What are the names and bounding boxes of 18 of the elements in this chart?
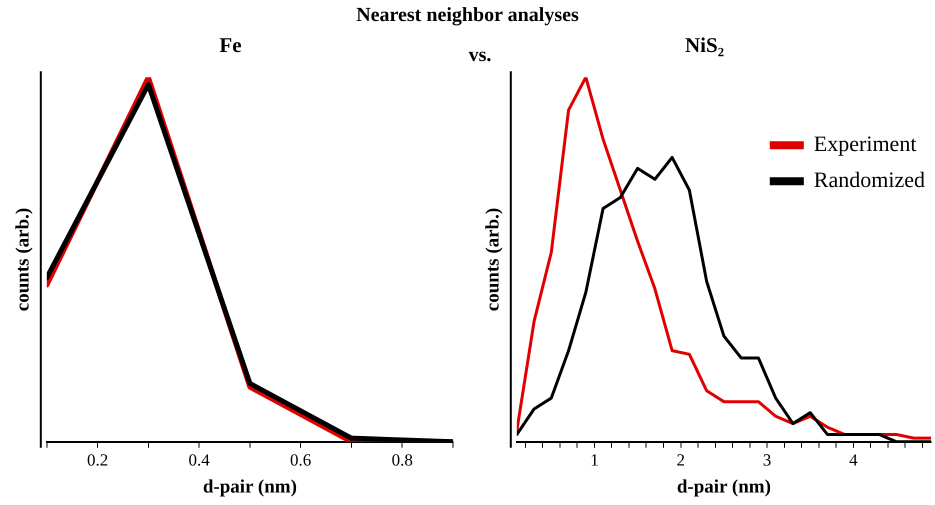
x-tick-label: 0.8 xyxy=(392,450,413,470)
chart-title: NiS₂ xyxy=(685,33,724,58)
x-tick-label: 0.2 xyxy=(86,450,108,470)
x-axis-title: d-pair (nm) xyxy=(202,476,297,498)
y-axis-title: counts (arb.) xyxy=(12,208,34,312)
chart-title: Fe xyxy=(219,33,242,58)
x-tick-label: 2 xyxy=(676,450,686,470)
text: Nearest neighbor analyses xyxy=(355,4,580,27)
legend-label: Randomized xyxy=(814,166,926,192)
x-tick-label: 0.4 xyxy=(188,450,210,470)
x-tick-label: 1 xyxy=(590,450,599,470)
x-tick-label: 3 xyxy=(762,450,772,470)
text: vs. xyxy=(468,44,492,67)
x-tick-label: 4 xyxy=(849,450,858,470)
x-tick-label: 0.6 xyxy=(290,450,312,470)
x-axis-title: d-pair (nm) xyxy=(676,476,771,498)
y-axis-title: counts (arb.) xyxy=(482,208,504,312)
legend-label: Experiment xyxy=(814,130,916,156)
